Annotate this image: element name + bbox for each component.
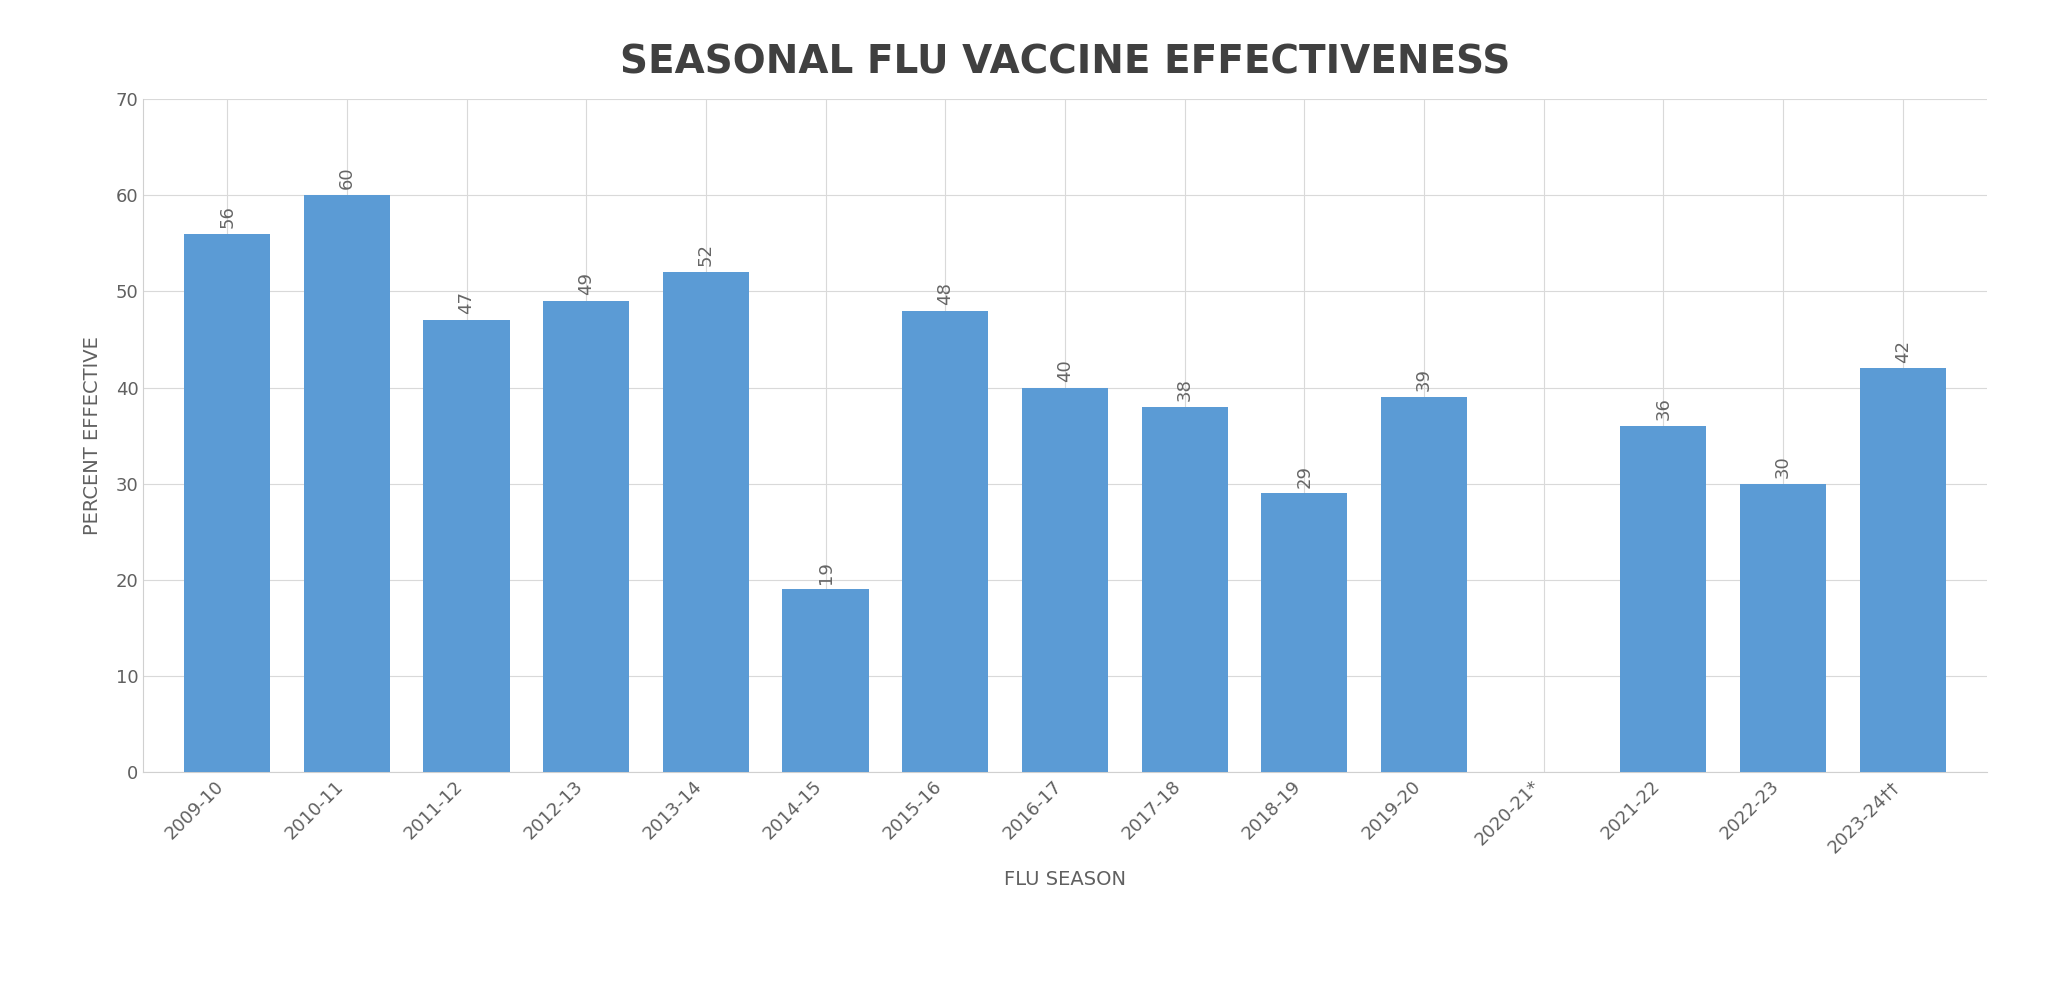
Text: 52: 52 bbox=[696, 244, 715, 266]
Title: SEASONAL FLU VACCINE EFFECTIVENESS: SEASONAL FLU VACCINE EFFECTIVENESS bbox=[621, 44, 1509, 82]
Bar bbox=[1262, 493, 1348, 772]
Bar bbox=[1620, 426, 1706, 772]
Text: 56: 56 bbox=[219, 205, 236, 228]
Text: 40: 40 bbox=[1057, 359, 1073, 382]
Bar bbox=[903, 311, 989, 772]
X-axis label: FLU SEASON: FLU SEASON bbox=[1004, 869, 1126, 889]
Bar bbox=[664, 272, 750, 772]
Bar bbox=[1141, 407, 1227, 772]
Text: 49: 49 bbox=[578, 272, 596, 295]
Text: 29: 29 bbox=[1294, 464, 1313, 487]
Bar bbox=[424, 320, 510, 772]
Text: 60: 60 bbox=[338, 166, 356, 189]
Text: 48: 48 bbox=[936, 282, 954, 305]
Y-axis label: PERCENT EFFECTIVE: PERCENT EFFECTIVE bbox=[82, 337, 102, 535]
Text: 38: 38 bbox=[1176, 378, 1194, 401]
Bar bbox=[1022, 387, 1108, 772]
Bar bbox=[1741, 484, 1827, 772]
Text: 39: 39 bbox=[1415, 368, 1434, 391]
Text: 42: 42 bbox=[1894, 340, 1911, 362]
Bar bbox=[1380, 397, 1466, 772]
Text: 30: 30 bbox=[1774, 455, 1792, 478]
Bar bbox=[543, 301, 629, 772]
Bar bbox=[1860, 368, 1946, 772]
Text: 19: 19 bbox=[817, 560, 836, 584]
Text: 47: 47 bbox=[457, 291, 475, 315]
Bar bbox=[782, 589, 868, 772]
Bar bbox=[184, 234, 270, 772]
Text: 36: 36 bbox=[1655, 397, 1673, 420]
Bar bbox=[303, 195, 389, 772]
